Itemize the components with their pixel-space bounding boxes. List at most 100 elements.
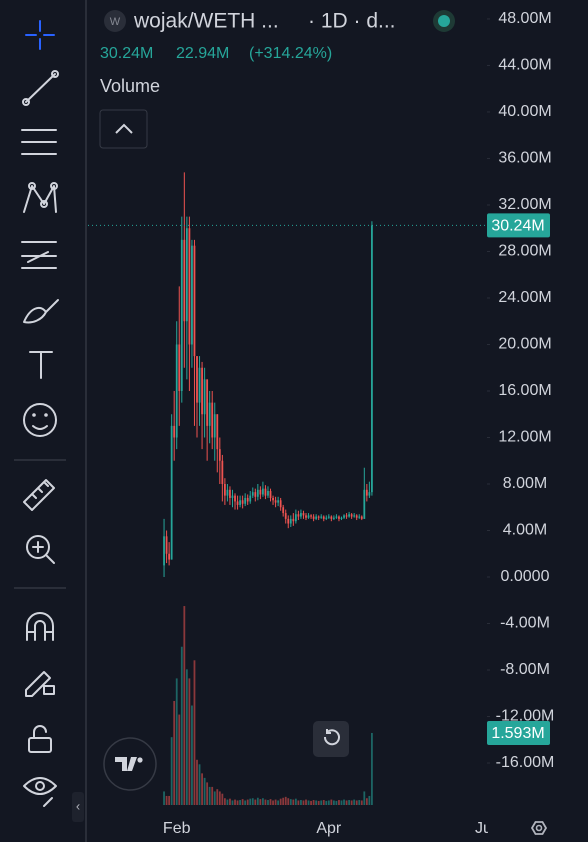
volume-bar xyxy=(312,800,315,805)
candle-body xyxy=(246,497,249,502)
last-price-tag xyxy=(487,213,550,238)
volume-bar xyxy=(277,800,280,805)
lock-drawings-tool[interactable] xyxy=(25,671,55,697)
candle-body xyxy=(312,516,315,519)
plot xyxy=(88,172,487,805)
candle-body xyxy=(234,495,236,502)
settings-button[interactable] xyxy=(530,821,548,835)
candle-body xyxy=(368,492,371,496)
volume-bar xyxy=(241,799,244,805)
candle-body xyxy=(206,379,209,426)
volume-bar xyxy=(287,798,290,805)
candle-body xyxy=(350,514,353,517)
lock-tool[interactable] xyxy=(28,725,52,753)
volume-bar xyxy=(256,797,259,805)
candle-body xyxy=(254,492,257,497)
y-tick-label: 20.00M xyxy=(498,336,551,353)
volume-bar xyxy=(231,800,234,805)
candle-body xyxy=(251,492,254,496)
candle-body xyxy=(274,500,277,503)
trend-line-tool[interactable] xyxy=(22,70,59,106)
x-tick-label: Feb xyxy=(163,820,191,837)
volume-bar xyxy=(244,800,247,805)
candle-body xyxy=(371,225,373,493)
fib-tool[interactable] xyxy=(21,129,57,155)
volume-bar xyxy=(221,793,224,805)
price-axis: 48.00M 44.00M 40.00M 36.00M 32.00M 28.00M 24.0… xyxy=(487,10,554,771)
volume-bar xyxy=(223,798,226,805)
volume-bar xyxy=(193,660,196,805)
visibility-tool[interactable] xyxy=(23,777,57,807)
collapse-tab[interactable] xyxy=(72,792,84,822)
volume-bar xyxy=(180,646,183,805)
candle-body xyxy=(264,488,267,496)
zoom-tool[interactable] xyxy=(26,535,55,564)
volume-bar xyxy=(251,798,254,805)
y-tick-label: -8.00M xyxy=(500,661,550,678)
last-price-tag-label: 30.24M xyxy=(491,218,544,235)
collapse-button[interactable] xyxy=(99,109,148,149)
volume-bar xyxy=(246,799,249,805)
candle-body xyxy=(259,489,262,495)
volume-bar xyxy=(218,791,221,805)
candle-body xyxy=(211,402,214,438)
volume-bar xyxy=(297,800,300,805)
crosshair-tool[interactable] xyxy=(25,20,55,50)
volume-bar xyxy=(216,789,219,805)
volume-bar xyxy=(317,800,320,805)
candle-body xyxy=(226,489,229,496)
volume-bar xyxy=(360,800,363,805)
volume-bar xyxy=(353,799,356,805)
y-tick-label: 36.00M xyxy=(498,150,551,167)
candle-body xyxy=(360,516,363,519)
candle-body xyxy=(178,344,181,391)
candle-body xyxy=(348,514,350,517)
candle-body xyxy=(231,495,234,498)
symbol-icon-letter: W xyxy=(110,16,121,28)
volume-bar xyxy=(262,798,264,805)
reset-button[interactable] xyxy=(313,721,349,757)
magnet-tool[interactable] xyxy=(26,612,54,641)
volume-bar xyxy=(229,798,231,805)
volume-bar xyxy=(371,732,373,805)
volume-bar xyxy=(183,606,186,805)
volume-bar xyxy=(320,800,323,805)
prediction-tool[interactable] xyxy=(21,241,57,269)
candle-body xyxy=(289,518,292,524)
candle-body xyxy=(249,495,252,502)
candle-body xyxy=(239,500,241,505)
y-tick-label: 44.00M xyxy=(498,57,551,74)
candle-body xyxy=(297,514,300,517)
brush-tool[interactable] xyxy=(23,299,59,324)
ruler-tool[interactable] xyxy=(23,479,55,511)
candle-body xyxy=(244,497,247,504)
y-tick-label: -4.00M xyxy=(500,615,550,632)
volume-bar xyxy=(335,800,338,805)
candle-body xyxy=(284,513,287,519)
candle-body xyxy=(229,489,231,498)
candle-body xyxy=(332,517,335,519)
volume-bar xyxy=(196,759,198,805)
volume-bar xyxy=(198,764,201,805)
candle-body xyxy=(175,344,178,438)
price-change: 22.94M xyxy=(176,45,229,62)
status-dot xyxy=(438,15,450,27)
y-tick-label: 32.00M xyxy=(498,196,551,213)
text-tool[interactable] xyxy=(29,351,53,379)
candle-body xyxy=(241,500,244,504)
candle-body xyxy=(343,515,345,518)
volume-bar xyxy=(234,799,236,805)
tv-logo-dot xyxy=(137,757,143,763)
pattern-tool[interactable] xyxy=(23,182,58,213)
volume-bar xyxy=(294,798,297,805)
symbol[interactable]: wojak/WETH ... xyxy=(133,10,279,33)
emoji-tool[interactable] xyxy=(23,403,57,437)
candle-body xyxy=(272,497,274,501)
candle-body xyxy=(277,500,280,503)
candle-body xyxy=(236,501,239,505)
interval[interactable]: · 1D · d... xyxy=(308,10,396,33)
volume-bar xyxy=(170,737,173,805)
candle-body xyxy=(330,516,333,519)
volume-bar xyxy=(289,799,292,805)
